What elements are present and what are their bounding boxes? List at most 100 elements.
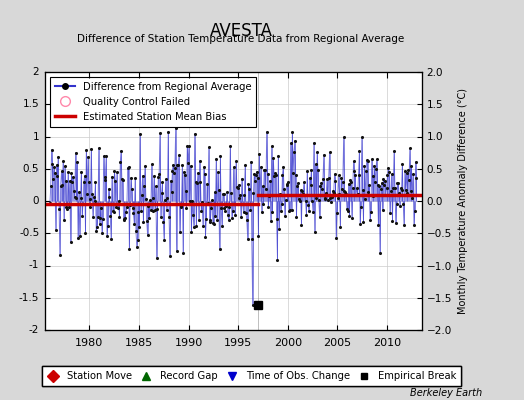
Point bbox=[82, 146, 91, 153]
Point bbox=[356, 221, 364, 228]
Point bbox=[100, 177, 108, 183]
Point bbox=[254, 232, 263, 239]
Point bbox=[346, 177, 354, 183]
Point bbox=[141, 163, 149, 169]
Point bbox=[278, 172, 287, 178]
Point bbox=[139, 219, 148, 226]
Point bbox=[160, 236, 168, 243]
Point bbox=[266, 178, 274, 184]
Point bbox=[311, 229, 319, 235]
Point bbox=[93, 224, 101, 230]
Point bbox=[112, 204, 121, 210]
Point bbox=[247, 158, 255, 165]
Point bbox=[257, 164, 265, 170]
Point bbox=[84, 154, 92, 160]
Point bbox=[409, 171, 417, 178]
Point bbox=[259, 200, 268, 207]
Point bbox=[314, 197, 323, 203]
Text: AVESTA: AVESTA bbox=[210, 22, 272, 40]
Point bbox=[238, 201, 247, 207]
Point bbox=[177, 203, 185, 210]
Point bbox=[124, 164, 133, 170]
Point bbox=[405, 176, 413, 183]
Point bbox=[410, 222, 418, 228]
Point bbox=[204, 200, 212, 206]
Point bbox=[46, 200, 54, 206]
Point bbox=[206, 217, 215, 223]
Point bbox=[152, 255, 161, 261]
Point bbox=[373, 156, 381, 163]
Point bbox=[104, 186, 113, 192]
Point bbox=[375, 182, 384, 189]
Point bbox=[175, 152, 183, 158]
Point bbox=[172, 248, 181, 254]
Point bbox=[59, 158, 68, 164]
Point bbox=[213, 217, 221, 223]
Point bbox=[75, 189, 83, 196]
Point bbox=[398, 161, 407, 167]
Point bbox=[54, 154, 62, 160]
Point bbox=[178, 162, 187, 168]
Point bbox=[57, 183, 65, 189]
Point bbox=[114, 198, 123, 204]
Point bbox=[361, 196, 369, 202]
Point bbox=[102, 153, 111, 160]
Point bbox=[226, 143, 234, 149]
Point bbox=[285, 208, 293, 214]
Point bbox=[273, 257, 281, 264]
Point bbox=[114, 205, 122, 211]
Point bbox=[407, 162, 416, 169]
Point bbox=[227, 190, 235, 196]
Point bbox=[317, 180, 325, 186]
Point bbox=[97, 205, 105, 211]
Point bbox=[276, 191, 284, 197]
Text: 1980: 1980 bbox=[75, 338, 103, 348]
Point bbox=[384, 164, 392, 171]
Point bbox=[252, 172, 260, 178]
Point bbox=[68, 179, 77, 186]
Point bbox=[91, 179, 100, 185]
Point bbox=[267, 218, 275, 224]
Point bbox=[236, 192, 244, 198]
Point bbox=[397, 185, 405, 191]
Point bbox=[181, 172, 189, 178]
Point bbox=[205, 219, 214, 225]
Point bbox=[77, 195, 85, 201]
Point bbox=[228, 215, 236, 222]
Point bbox=[355, 148, 364, 155]
Point bbox=[216, 153, 225, 159]
Point bbox=[61, 178, 70, 184]
Point bbox=[141, 195, 150, 202]
Point bbox=[144, 232, 152, 238]
Point bbox=[49, 176, 58, 182]
Point bbox=[94, 145, 103, 151]
Point bbox=[270, 172, 278, 179]
Point bbox=[396, 203, 404, 209]
Point bbox=[337, 175, 345, 181]
Point bbox=[363, 157, 371, 164]
Point bbox=[344, 208, 352, 215]
Point bbox=[91, 198, 99, 204]
Point bbox=[280, 186, 288, 192]
Point bbox=[383, 184, 391, 191]
Point bbox=[133, 244, 141, 250]
Point bbox=[157, 214, 165, 220]
Point bbox=[333, 210, 341, 216]
Point bbox=[393, 180, 401, 186]
Point bbox=[201, 234, 210, 240]
Point bbox=[351, 172, 359, 178]
Point bbox=[268, 209, 277, 215]
Point bbox=[218, 223, 226, 230]
Point bbox=[234, 185, 242, 191]
Point bbox=[166, 253, 174, 260]
Point bbox=[377, 180, 386, 186]
Point bbox=[381, 192, 390, 198]
Point bbox=[128, 186, 136, 192]
Point bbox=[134, 237, 142, 244]
Point bbox=[157, 190, 166, 196]
Point bbox=[267, 143, 276, 150]
Point bbox=[220, 204, 228, 211]
Point bbox=[81, 172, 89, 179]
Point bbox=[321, 195, 330, 201]
Point bbox=[161, 197, 169, 204]
